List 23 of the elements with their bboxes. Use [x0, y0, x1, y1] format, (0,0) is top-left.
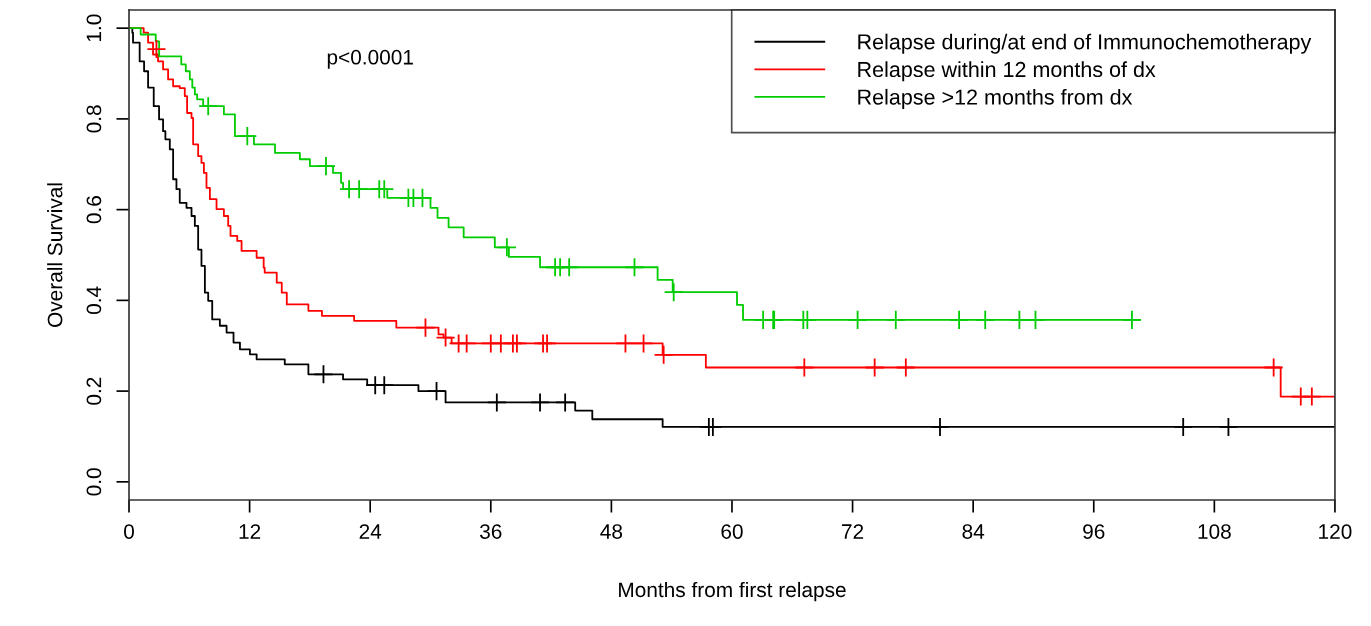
x-tick-label: 84 — [962, 524, 985, 539]
legend-label: Relapse within 12 months of dx — [858, 61, 1156, 82]
y-tick-label: 0.2 — [86, 377, 102, 405]
y-tick-label: 1.0 — [86, 14, 102, 42]
x-tick-label: 0 — [124, 524, 134, 539]
y-axis-title: Overall Survival — [47, 183, 63, 327]
x-tick-label: 72 — [842, 524, 864, 539]
x-tick-label: 48 — [600, 524, 623, 539]
x-tick-label: 108 — [1198, 524, 1231, 539]
x-axis-title: Months from first relapse — [619, 581, 846, 602]
x-tick-label: 36 — [480, 524, 502, 539]
y-tick-label: 0.4 — [86, 286, 102, 315]
y-tick-label: 0.0 — [86, 468, 102, 496]
annotation: p<0.0001 — [327, 49, 413, 69]
x-tick-label: 24 — [359, 524, 382, 539]
x-tick-label: 120 — [1319, 524, 1352, 539]
y-tick-label: 0.8 — [86, 105, 102, 133]
legend-label: Relapse during/at end of Immunochemotherapy — [858, 33, 1312, 54]
x-tick-label: 12 — [239, 524, 261, 539]
x-tick-label: 96 — [1083, 524, 1105, 539]
legend-label: Relapse >12 months from dx — [858, 88, 1133, 109]
y-tick-label: 0.6 — [86, 196, 102, 224]
x-tick-label: 60 — [721, 524, 743, 539]
